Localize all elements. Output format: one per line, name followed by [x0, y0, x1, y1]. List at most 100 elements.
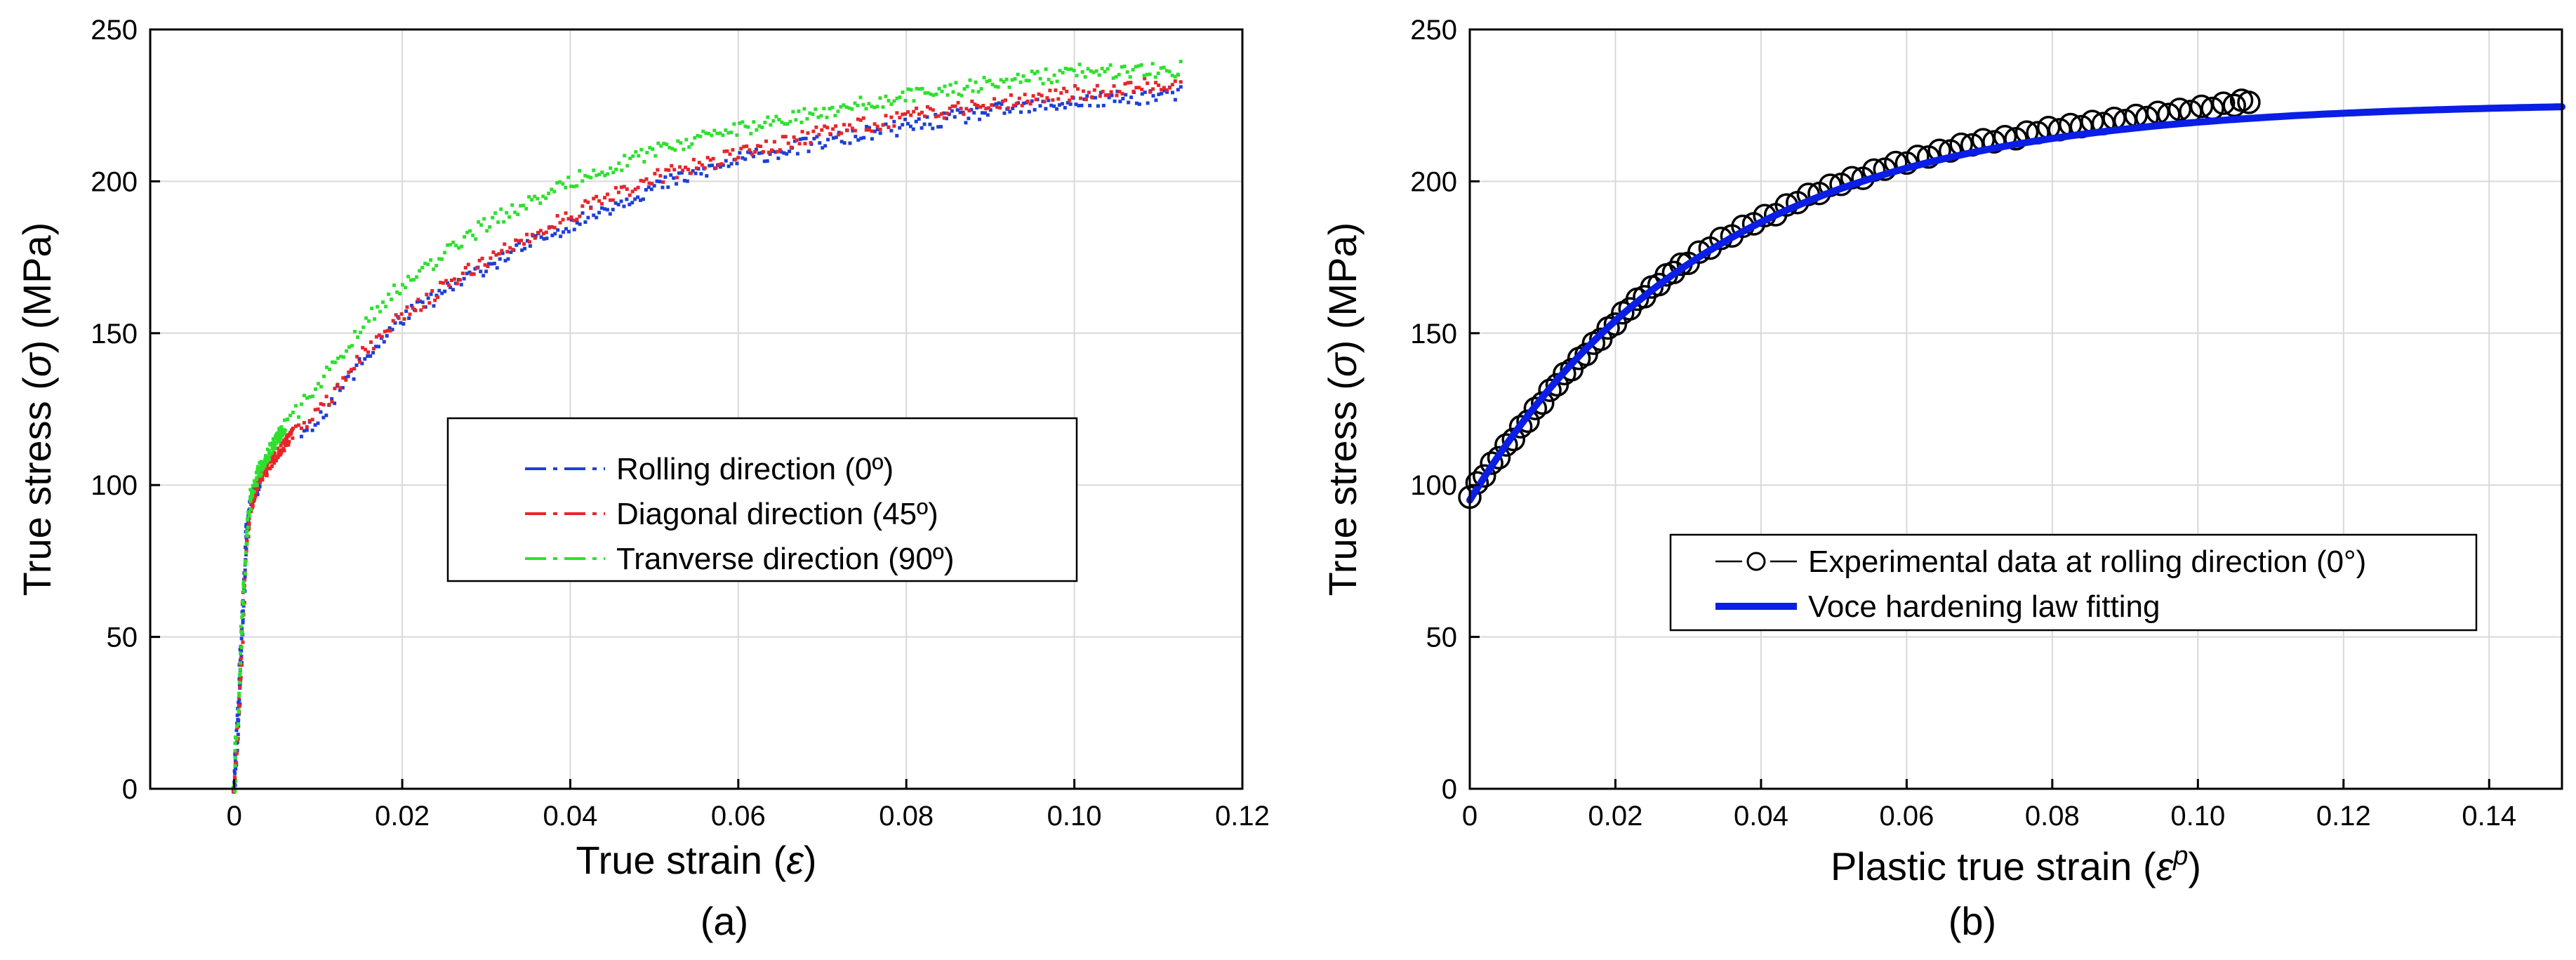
- chart-a-series-1-point: [798, 138, 802, 142]
- chart-a-series-3-point: [788, 119, 792, 124]
- chart-a-series-1-point: [939, 125, 943, 129]
- chart-a-series-1-point: [236, 733, 240, 737]
- chart-a-series-2-point: [268, 467, 272, 471]
- chart-a-series-2-point: [650, 182, 654, 186]
- chart-a-series-1-point: [239, 648, 244, 653]
- chart-a-series-3-point: [236, 722, 240, 726]
- chart-a-series-3-point: [276, 435, 280, 439]
- chart-a-series-3-point: [373, 317, 377, 321]
- chart-a-series-1-point: [646, 185, 651, 189]
- chart-a-series-1-point: [649, 187, 653, 192]
- chart-b-y-tick-label: 250: [1410, 15, 1457, 46]
- chart-a-series-2-point: [984, 107, 988, 111]
- chart-a-series-1-point: [1107, 95, 1111, 100]
- chart-a-series-2-point: [842, 123, 847, 127]
- chart-a-series-2-point: [675, 175, 679, 180]
- chart-a-series-2-point: [239, 663, 244, 667]
- chart-a-series-3-point: [274, 434, 278, 438]
- chart-a-series-2-point: [781, 135, 785, 139]
- chart-a-series-2-point: [239, 656, 243, 660]
- chart-a-series-1-point: [1052, 104, 1056, 108]
- chart-a-series-1-point: [988, 108, 992, 112]
- chart-a-series-3-point: [406, 274, 411, 279]
- chart-a-series-3-point: [634, 149, 638, 154]
- chart-a-series-2-point: [541, 232, 545, 236]
- chart-a-series-2-point: [1157, 83, 1161, 87]
- chart-a-series-2-point: [287, 440, 291, 444]
- chart-a-series-1-point: [994, 102, 998, 106]
- chart-a-series-3-point: [364, 316, 369, 320]
- chart-a-series-2-point: [430, 288, 434, 293]
- chart-a-series-2-point: [722, 149, 726, 154]
- chart-a-series-3-point: [637, 154, 641, 158]
- chart-panel-b: 0 0.02 0.04 0.06 0.08 0.10 0.12 0.14 0 50 100 150 20…: [1320, 15, 2565, 943]
- chart-a-series-1-point: [1065, 100, 1070, 105]
- chart-a-series-3-point: [280, 432, 284, 436]
- chart-a-series-2-point: [525, 232, 529, 236]
- chart-a-series-1-point: [523, 246, 527, 251]
- chart-a-series-1-point: [608, 212, 612, 216]
- chart-a-series-1-point: [831, 136, 835, 140]
- chart-a-series-1-point: [244, 552, 248, 556]
- chart-a-series-1-point: [1077, 104, 1081, 108]
- chart-a-series-3-point: [239, 651, 243, 655]
- chart-a-series-1-point: [600, 206, 604, 210]
- chart-a-series-2-point: [814, 125, 818, 129]
- chart-a-series-3-point: [1153, 75, 1157, 79]
- chart-a-series-3-point: [255, 476, 259, 480]
- chart-a-series-3-point: [446, 243, 450, 247]
- chart-a-series-3-point: [367, 319, 371, 323]
- chart-a-series-3-point: [606, 172, 610, 176]
- chart-a-series-3-point: [830, 105, 835, 109]
- chart-a-series-1-point: [726, 164, 731, 168]
- chart-a-series-2-point: [1092, 88, 1096, 92]
- chart-a-series-2-point: [619, 185, 623, 189]
- chart-b-x-tick-label: 0.06: [1879, 801, 1934, 832]
- chart-a-series-3-point: [777, 117, 781, 121]
- chart-a-series-1-point: [854, 135, 858, 139]
- chart-a-series-3-point: [286, 417, 290, 421]
- chart-a-series-3-point: [259, 472, 263, 476]
- chart-a-series-3-point: [1044, 67, 1048, 72]
- chart-a-series-2-point: [1179, 80, 1183, 84]
- chart-a-series-1-point: [578, 222, 582, 226]
- chart-a-series-3-point: [233, 756, 237, 760]
- chart-b-y-tick-label: 0: [1442, 774, 1457, 805]
- chart-a-series-2-point: [419, 308, 423, 312]
- chart-a-series-1-point: [595, 215, 599, 220]
- chart-a-series-1-point: [633, 197, 637, 201]
- chart-a-series-1-point: [1027, 109, 1031, 114]
- chart-a-series-2-point: [672, 168, 677, 172]
- chart-a-series-3-point: [280, 428, 284, 432]
- chart-a-series-3-point: [1156, 71, 1160, 75]
- chart-a-series-1-point: [237, 698, 241, 702]
- chart-a-series-3-point: [1077, 62, 1082, 67]
- chart-a-series-2-point: [1148, 90, 1153, 94]
- chart-a-series-3-point: [420, 265, 425, 269]
- chart-a-series-3-point: [485, 229, 489, 233]
- chart-a-series-3-point: [847, 106, 851, 110]
- chart-a-series-3-point: [538, 201, 543, 206]
- chart-a-series-3-point: [850, 107, 854, 111]
- chart-a-x-axis-symbol: ε: [786, 838, 804, 882]
- chart-a-series-3-point: [945, 93, 950, 97]
- chart-a-series-1-point: [429, 292, 433, 296]
- chart-a-series-3-point: [550, 187, 554, 192]
- chart-a-series-2-point: [717, 163, 721, 167]
- chart-a-series-3-point: [566, 175, 571, 180]
- chart-a-series-3-point: [350, 344, 354, 348]
- chart-a-series-1-point: [542, 236, 546, 241]
- chart-a-series-2-point: [705, 156, 710, 160]
- chart-a-series-2-point: [811, 129, 816, 133]
- chart-a-series-1-point: [908, 124, 912, 128]
- chart-a-series-1-point: [354, 363, 359, 367]
- chart-a-series-2-point: [397, 316, 401, 320]
- chart-a-series-2-point: [234, 761, 239, 765]
- chart-a-series-2-point: [555, 214, 559, 218]
- chart-a-series-2-point: [234, 752, 239, 756]
- chart-a-series-3-point: [954, 81, 958, 85]
- chart-a-series-2-point: [1131, 89, 1136, 93]
- chart-a-series-1-point: [1127, 100, 1131, 105]
- chart-a-series-3-point: [819, 114, 823, 118]
- chart-a-series-1-point: [856, 138, 861, 142]
